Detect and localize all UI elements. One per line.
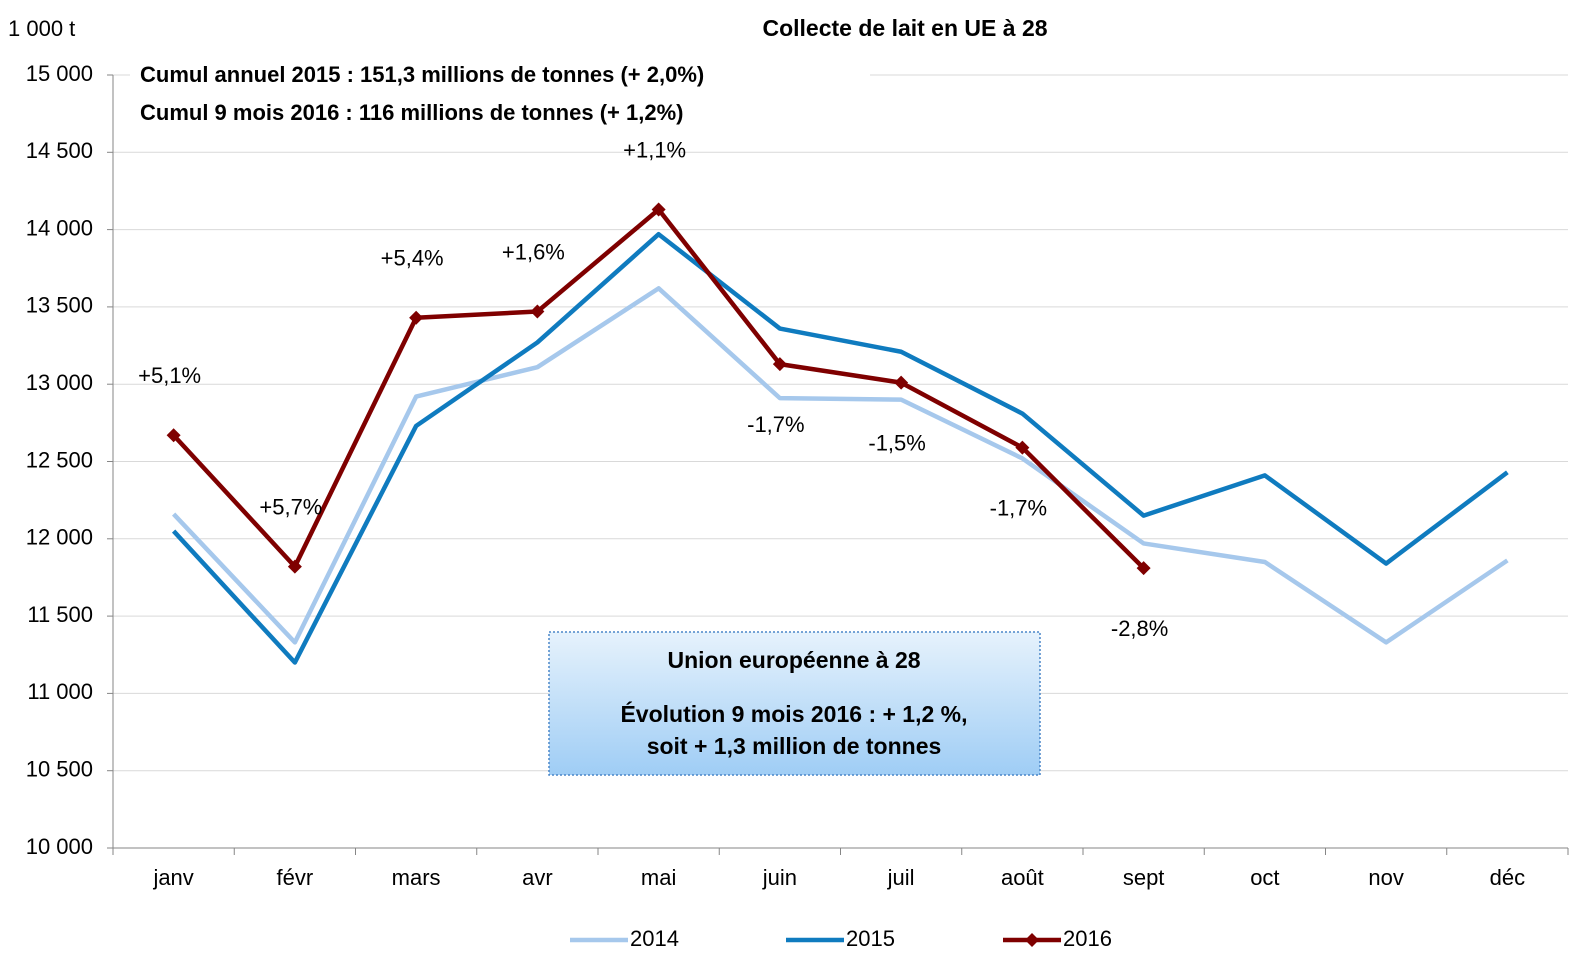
x-tick-label: nov [1368,865,1403,890]
change-label: +1,6% [502,239,565,264]
legend-label: 2014 [630,926,679,951]
y-tick-label: 11 000 [27,679,93,704]
x-tick-label: févr [277,865,314,890]
legend-label: 2016 [1063,926,1112,951]
point [166,428,181,443]
text-box-line: Union européenne à 28 [667,647,920,673]
y-tick-label: 11 500 [27,602,93,627]
point [287,559,302,574]
x-tick-label: mai [641,865,676,890]
annotation: Cumul annuel 2015 : 151,3 millions de to… [140,62,704,87]
point [409,310,424,325]
y-tick-label: 14 000 [26,215,93,240]
x-tick-label: août [1001,865,1044,890]
text-box [548,631,1041,776]
x-tick-label: mars [392,865,441,890]
change-label: +5,4% [381,246,444,271]
legend-marker [1025,933,1039,947]
change-label: +5,7% [259,494,322,519]
change-label: +5,1% [138,363,201,388]
annotation: Cumul 9 mois 2016 : 116 millions de tonn… [140,100,683,125]
y-tick-label: 10 000 [26,834,93,859]
point [1136,561,1151,576]
y-tick-label: 14 500 [26,138,93,163]
x-tick-label: juin [762,865,797,890]
x-tick-label: déc [1490,865,1525,890]
point [1015,440,1030,455]
text-box-line: soit + 1,3 million de tonnes [647,733,942,759]
x-tick-label: janv [152,865,193,890]
x-tick-label: oct [1250,865,1279,890]
legend-label: 2015 [846,926,895,951]
point [530,304,545,319]
x-tick-label: juil [887,865,915,890]
y-tick-label: 15 000 [26,61,93,86]
change-label: -2,8% [1111,616,1168,641]
series-line [171,286,1509,645]
x-tick-label: sept [1123,865,1165,890]
annotation-bg [130,58,870,130]
y-tick-label: 12 000 [26,525,93,550]
change-label: +1,1% [623,137,686,162]
y-tick-label: 13 000 [26,370,93,395]
point [651,202,666,217]
y-unit: 1 000 t [8,16,75,41]
series-line [171,231,1509,665]
change-label: -1,5% [868,430,925,455]
point [772,357,787,372]
change-label: -1,7% [990,495,1047,520]
text-box-line: Évolution 9 mois 2016 : + 1,2 %, [620,700,967,727]
y-tick-label: 13 500 [26,293,93,318]
x-tick-label: avr [522,865,553,890]
y-tick-label: 10 500 [26,757,93,782]
point [894,375,909,390]
y-tick-label: 12 500 [26,447,93,472]
chart-title: Collecte de lait en UE à 28 [762,15,1047,41]
change-label: -1,7% [747,412,804,437]
